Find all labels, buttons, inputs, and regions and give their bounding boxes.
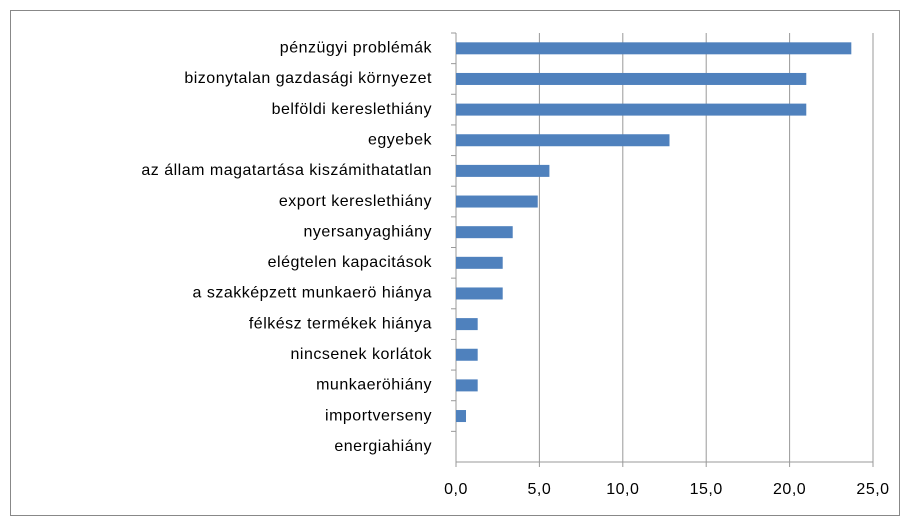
y-tick-label: pénzügyi problémák (280, 40, 433, 57)
y-tick-label: nincsenek korlátok (290, 346, 432, 363)
bar (456, 195, 538, 208)
x-tick-label: 20,0 (773, 481, 806, 498)
y-tick-label: importverseny (325, 407, 432, 424)
bar (456, 256, 503, 269)
y-tick-label: elégtelen kapacitások (268, 254, 433, 271)
bar (456, 164, 550, 177)
y-tick-label: az állam magatartása kiszámithatatlan (141, 162, 432, 179)
y-tick-label: bizonytalan gazdasági környezet (184, 70, 432, 87)
bar (456, 379, 478, 392)
y-tick-label: egyebek (368, 131, 432, 148)
bar (456, 42, 852, 55)
bar (456, 287, 503, 300)
x-tick-label: 5,0 (528, 481, 552, 498)
x-tick-label: 15,0 (690, 481, 723, 498)
bar (456, 72, 807, 85)
bar (456, 226, 513, 239)
bar (456, 134, 670, 147)
bar (456, 410, 467, 423)
x-tick-label: 0,0 (444, 481, 468, 498)
y-tick-label: félkész termékek hiánya (249, 315, 432, 332)
chart-frame (10, 10, 900, 516)
bar (456, 348, 478, 361)
y-tick-label: export kereslethiány (279, 193, 432, 210)
y-tick-label: a szakképzett munkaerö hiánya (192, 285, 432, 302)
y-tick-label: belföldi kereslethiány (272, 101, 432, 118)
x-tick-label: 25,0 (856, 481, 889, 498)
y-tick-label: nyersanyaghiány (304, 223, 432, 240)
x-tick-label: 10,0 (606, 481, 639, 498)
bar (456, 318, 478, 331)
y-tick-label: energiahiány (334, 438, 432, 455)
bar (456, 103, 807, 116)
y-tick-label: munkaeröhiány (316, 377, 432, 394)
